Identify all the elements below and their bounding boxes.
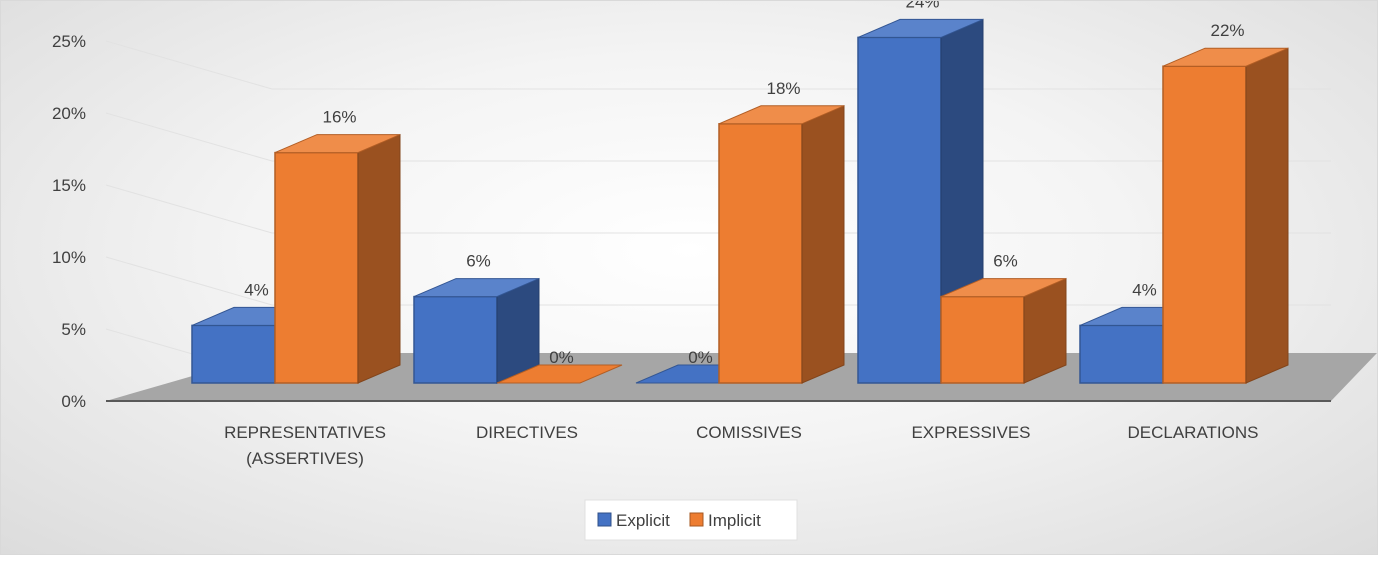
bar-top (1162, 47, 1289, 67)
bar-top (857, 18, 984, 38)
bar-front (274, 151, 359, 384)
bar-top (940, 278, 1067, 298)
data-label: 4% (1132, 280, 1157, 299)
legend-label-explicit: Explicit (616, 511, 670, 530)
bar-implicit (940, 277, 1067, 384)
bar-implicit (1162, 47, 1289, 384)
gridline (105, 40, 1331, 90)
bar-explicit (413, 277, 540, 384)
legend-swatch-explicit (597, 512, 612, 527)
bar-side (357, 133, 401, 384)
data-label: 6% (466, 252, 491, 271)
data-label: 6% (993, 252, 1018, 271)
bar-implicit (718, 105, 845, 384)
bar-front (940, 295, 1025, 384)
bar-front (857, 36, 942, 384)
data-labels: 4% 16% 6% 0% 0% 18% 24% 6% 4% 22% (244, 0, 1244, 367)
data-label: 4% (244, 280, 269, 299)
y-tick-label: 0% (61, 392, 86, 411)
bar-implicit (496, 364, 623, 384)
x-axis: REPRESENTATIVES (ASSERTIVES) DIRECTIVES COM… (224, 423, 1258, 468)
legend-label-implicit: Implicit (708, 511, 761, 530)
category-label: REPRESENTATIVES (224, 423, 386, 442)
bar-top (718, 105, 845, 125)
category-label: EXPRESSIVES (911, 423, 1030, 442)
bar-front (1079, 324, 1164, 384)
y-tick-label: 25% (52, 32, 86, 51)
bars (191, 18, 1289, 384)
legend: Explicit Implicit (584, 499, 798, 541)
data-label: 0% (549, 348, 574, 367)
y-tick-label: 20% (52, 104, 86, 123)
y-tick-label: 15% (52, 176, 86, 195)
category-label: COMISSIVES (696, 423, 802, 442)
category-label: DIRECTIVES (476, 423, 578, 442)
bar-flat (496, 364, 623, 384)
bar-side (801, 105, 845, 384)
y-tick-label: 5% (61, 320, 86, 339)
bar-front (1162, 65, 1247, 384)
y-axis: 0% 5% 10% 15% 20% 25% (52, 32, 86, 411)
legend-swatch-implicit (689, 512, 704, 527)
bar-front (413, 295, 498, 384)
bar-front (191, 324, 276, 384)
data-label: 0% (688, 348, 713, 367)
bar-front (718, 123, 803, 384)
category-label: DECLARATIONS (1128, 423, 1259, 442)
bar-side (1245, 47, 1289, 384)
data-label: 22% (1210, 21, 1244, 40)
data-label: 16% (322, 108, 356, 127)
y-tick-label: 10% (52, 248, 86, 267)
data-label: 18% (766, 79, 800, 98)
bar-top (274, 134, 401, 154)
bar-top (413, 278, 540, 298)
data-label: 24% (905, 1, 939, 11)
category-label: (ASSERTIVES) (246, 449, 364, 468)
bar-implicit (274, 133, 401, 384)
